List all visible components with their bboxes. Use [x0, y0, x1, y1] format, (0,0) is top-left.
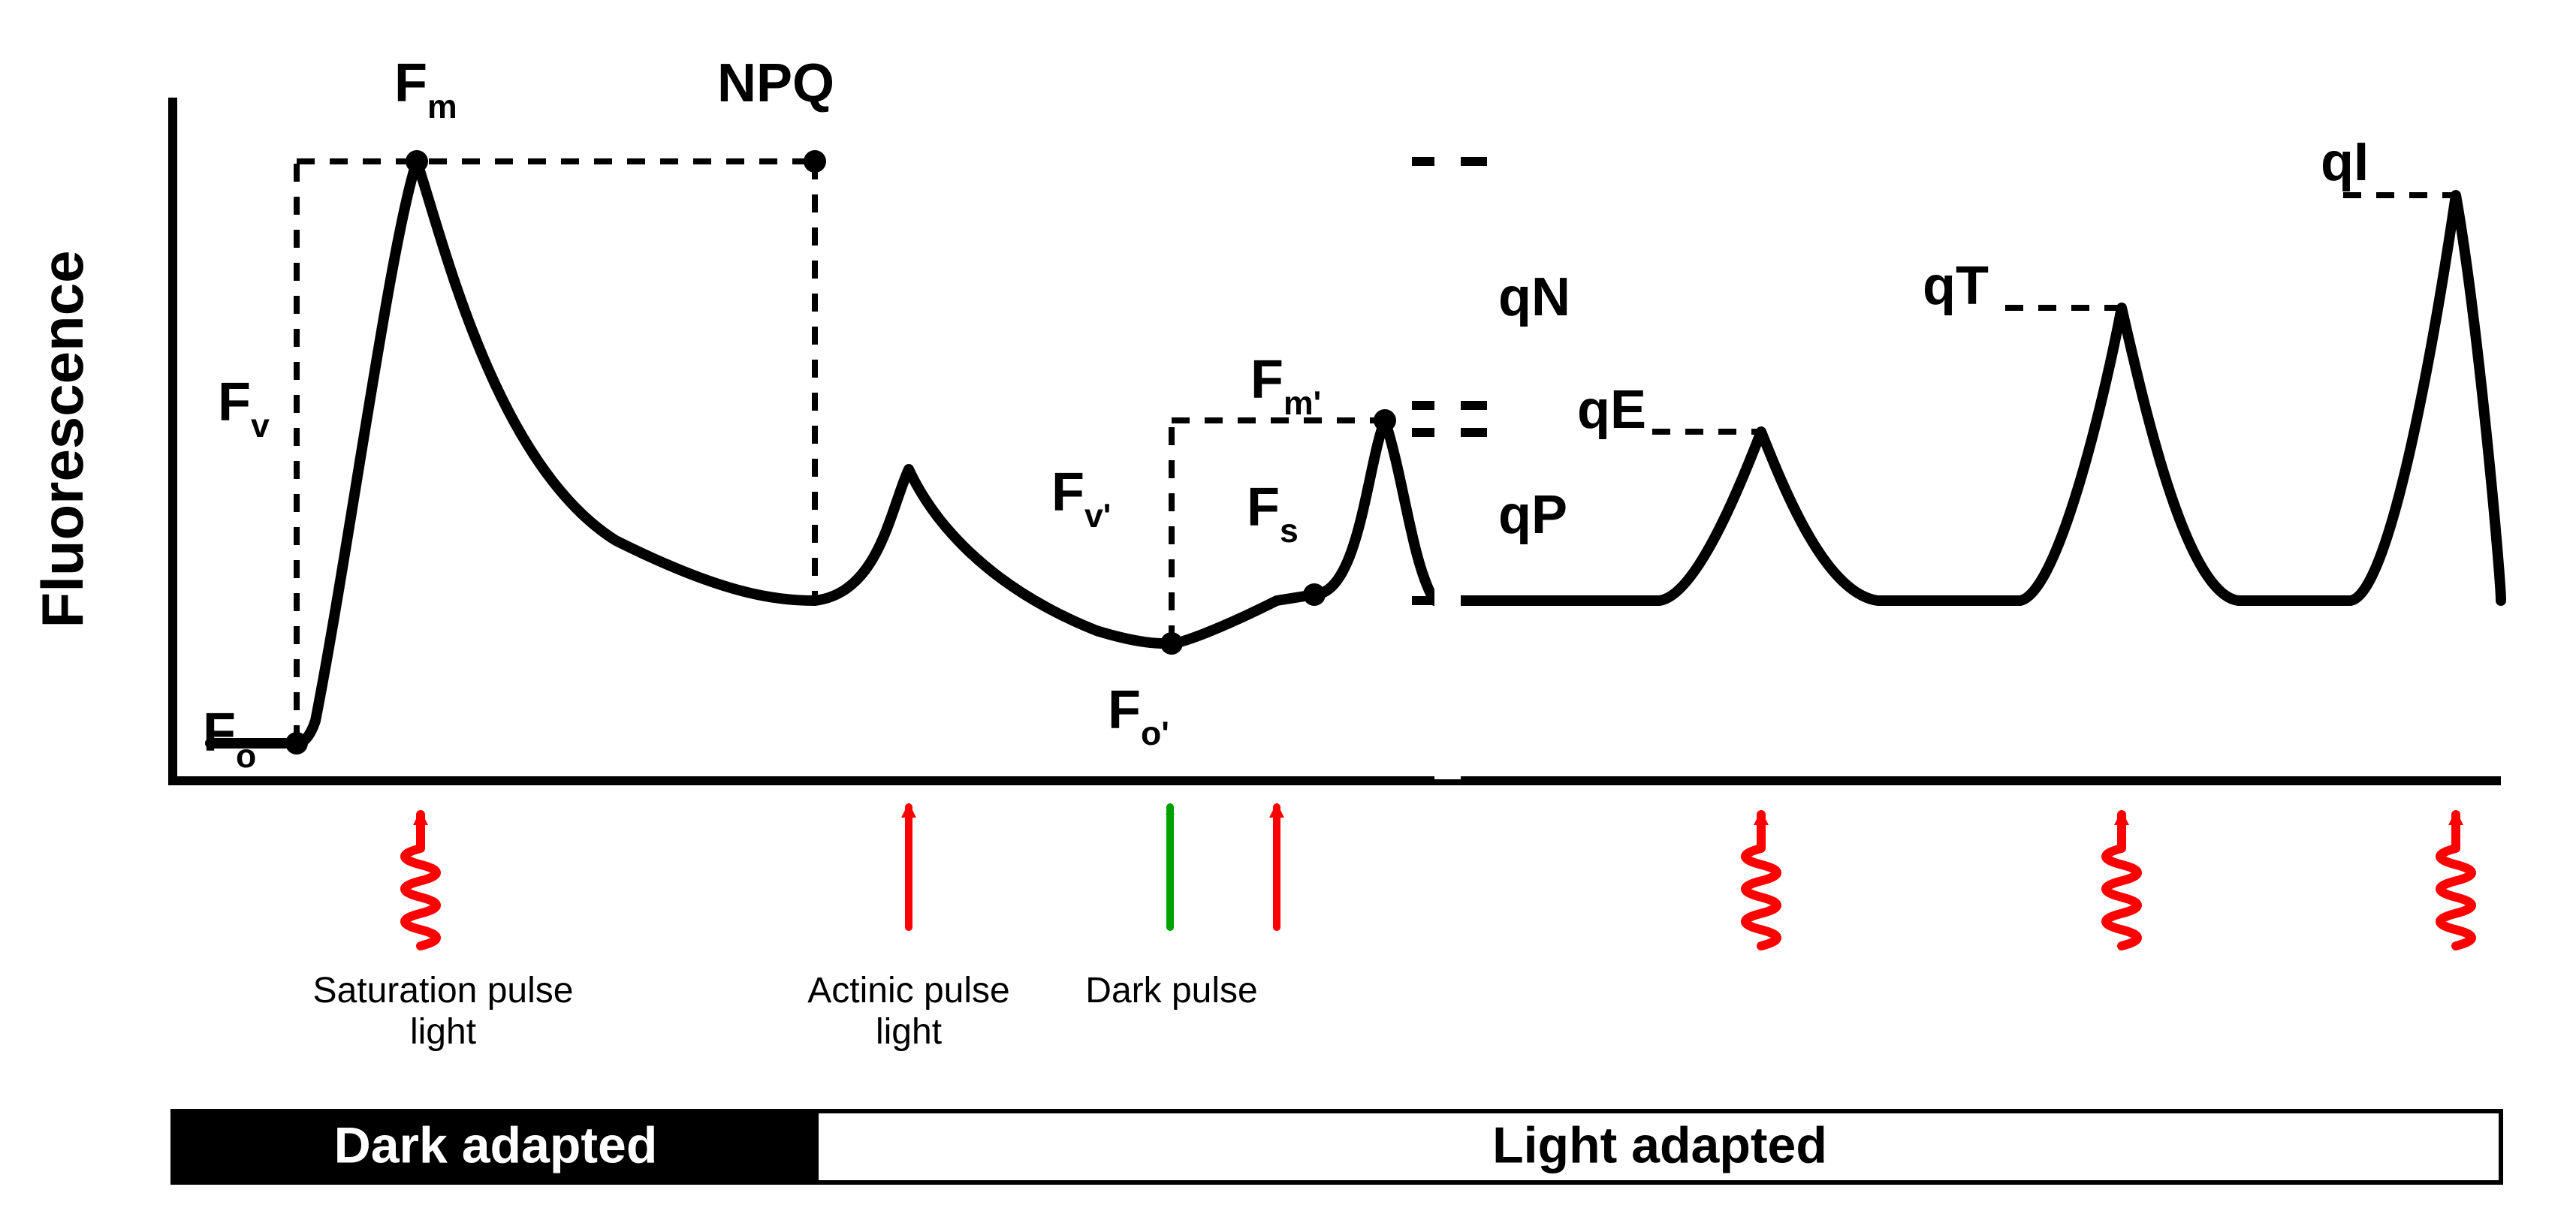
light-adapted-label: Light adapted: [1492, 1116, 1827, 1173]
svg-text:qT: qT: [1923, 256, 1989, 316]
point-Fm: [406, 150, 428, 173]
point-Fs: [1303, 583, 1326, 606]
pulse-label-2: Dark pulse: [1085, 971, 1257, 1011]
background: [0, 0, 2576, 1226]
svg-text:Dark pulse: Dark pulse: [1085, 971, 1257, 1011]
svg-text:qI: qI: [2321, 132, 2369, 192]
svg-text:qP: qP: [1498, 485, 1567, 545]
label-qE: qE: [1577, 380, 1646, 440]
dark-adapted-label: Dark adapted: [334, 1116, 658, 1173]
label-qT: qT: [1923, 256, 1989, 316]
point-Fm_p: [1374, 409, 1396, 432]
point-NPQ: [804, 150, 826, 173]
svg-text:qN: qN: [1498, 267, 1570, 327]
point-Fo: [285, 732, 308, 755]
svg-text:light: light: [876, 1012, 942, 1052]
point-Fo_p: [1160, 632, 1183, 655]
label-qI: qI: [2321, 132, 2369, 192]
svg-text:qE: qE: [1577, 380, 1646, 440]
label-qN: qN: [1498, 267, 1570, 327]
trace-gap: [1434, 113, 1461, 779]
label-NPQ: NPQ: [717, 53, 834, 113]
svg-text:Actinic pulse: Actinic pulse: [807, 971, 1009, 1011]
svg-text:NPQ: NPQ: [717, 53, 834, 113]
y-axis-label: Fluorescence: [29, 251, 95, 628]
label-qP: qP: [1498, 485, 1567, 545]
svg-text:Saturation pulse: Saturation pulse: [313, 971, 574, 1011]
svg-text:light: light: [410, 1012, 476, 1052]
